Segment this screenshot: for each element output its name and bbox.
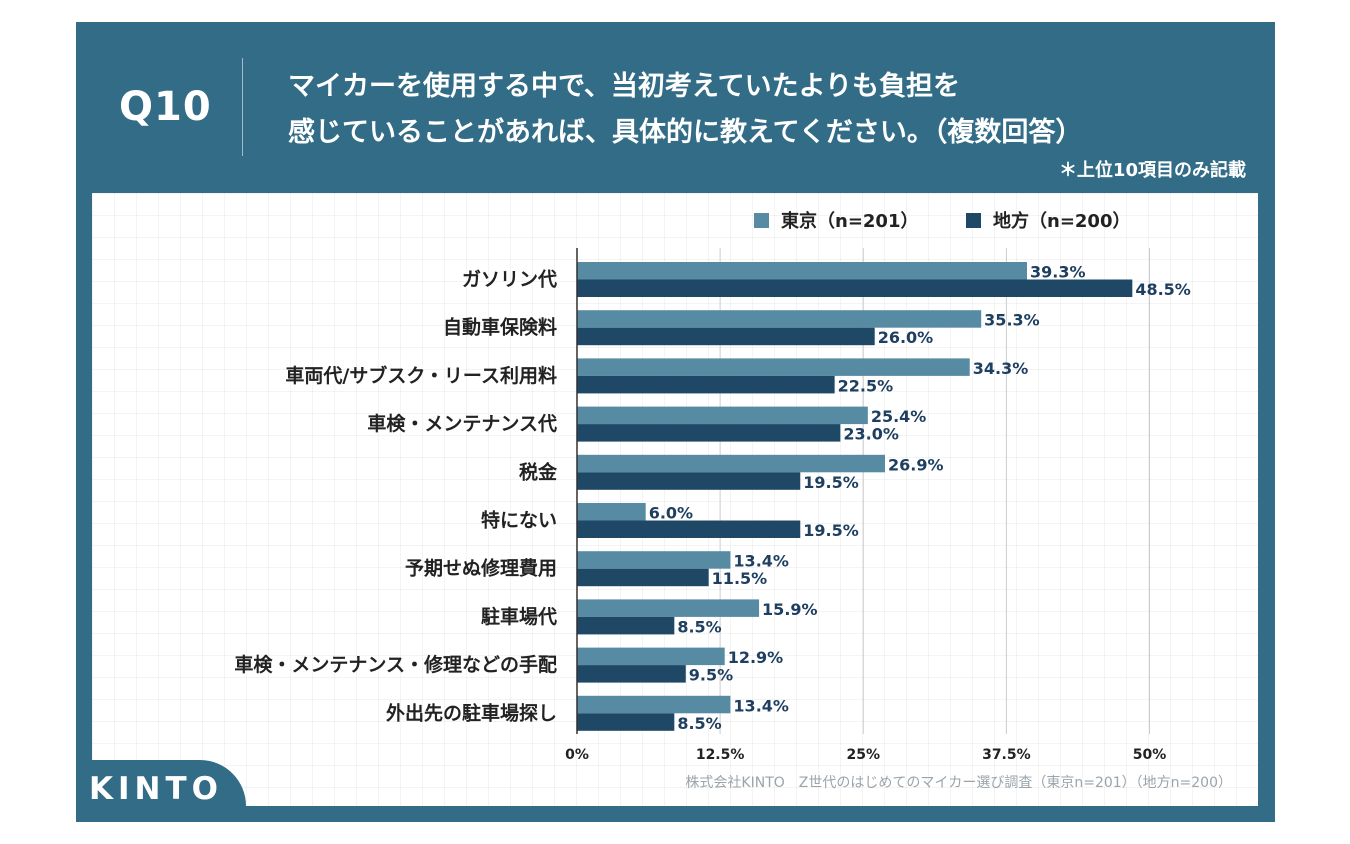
question-note: ＊上位10項目のみ記載	[1058, 160, 1246, 181]
bar-tokyo	[577, 503, 646, 521]
value-label-chiho: 23.0%	[843, 425, 899, 444]
legend-item-tokyo: 東京（n=201）	[754, 206, 918, 234]
x-tick-label: 37.5%	[982, 747, 1031, 763]
question-title: マイカーを使用する中で、当初考えていたよりも負担を 感じていることがあれば、具体…	[288, 64, 1208, 156]
value-label-chiho: 26.0%	[878, 328, 934, 347]
category-label: 車検・メンテナンス・修理などの手配	[234, 653, 557, 676]
bar-chiho	[577, 520, 801, 538]
value-label-chiho: 19.5%	[803, 473, 859, 492]
category-label: 特にない	[481, 510, 557, 532]
x-tick-label: 25%	[846, 747, 880, 763]
category-label: 駐車場代	[481, 605, 557, 628]
value-label-chiho: 9.5%	[689, 666, 733, 685]
value-label-tokyo: 6.0%	[649, 504, 693, 523]
value-label-tokyo: 13.4%	[733, 696, 789, 715]
bar-tokyo	[577, 358, 970, 376]
bar-chiho	[577, 327, 875, 346]
x-tick-label: 50%	[1133, 747, 1167, 763]
x-tick-label: 0%	[565, 747, 589, 763]
bar-tokyo	[577, 647, 725, 666]
bar-tokyo	[577, 695, 731, 714]
value-label-tokyo: 34.3%	[973, 359, 1029, 378]
category-label: 車両代/サブスク・リース利用料	[285, 364, 557, 387]
legend-item-chiho: 地方（n=200）	[966, 206, 1130, 234]
source-note: 株式会社KINTO Z世代のはじめてのマイカー選び調査（東京n=201）（地方n…	[685, 775, 1232, 791]
bar-tokyo	[577, 551, 731, 569]
question-title-line1: マイカーを使用する中で、当初考えていたよりも負担を	[288, 71, 961, 102]
bar-tokyo	[577, 599, 760, 617]
bar-chiho	[577, 375, 835, 394]
value-label-chiho: 19.5%	[803, 521, 859, 540]
bar-chiho	[577, 616, 675, 635]
category-label: ガソリン代	[462, 269, 557, 291]
category-label: 車検・メンテナンス代	[367, 412, 557, 435]
value-label-tokyo: 13.4%	[733, 552, 789, 571]
bar-chiho	[577, 713, 675, 731]
bar-chiho	[577, 424, 841, 442]
value-label-tokyo: 35.3%	[984, 311, 1040, 330]
legend-label-chiho: 地方（n=200）	[993, 211, 1131, 232]
category-label: 外出先の駐車場探し	[386, 701, 557, 724]
value-label-chiho: 8.5%	[677, 617, 721, 636]
kinto-logo: KINTO	[89, 771, 223, 807]
bar-tokyo	[577, 406, 868, 425]
value-label-tokyo: 39.3%	[1030, 263, 1086, 282]
value-label-tokyo: 15.9%	[762, 600, 818, 619]
bar-chiho	[577, 279, 1133, 297]
value-label-chiho: 8.5%	[677, 714, 721, 733]
bar-chiho	[577, 568, 709, 587]
bar-chiho	[577, 665, 686, 683]
x-tick-label: 12.5%	[696, 747, 745, 763]
category-label: 税金	[519, 460, 558, 483]
value-label-tokyo: 25.4%	[871, 407, 927, 426]
legend-swatch-tokyo	[754, 212, 769, 228]
question-title-line2: 感じていることがあれば、具体的に教えてください。（複数回答）	[288, 117, 1083, 148]
legend-label-tokyo: 東京（n=201）	[781, 211, 919, 232]
bar-chiho	[577, 472, 801, 490]
value-label-chiho: 48.5%	[1135, 280, 1191, 299]
bar-tokyo	[577, 310, 982, 328]
bar-tokyo	[577, 262, 1027, 280]
question-number: Q10	[119, 84, 212, 130]
value-label-tokyo: 26.9%	[888, 455, 944, 474]
value-label-chiho: 11.5%	[712, 569, 768, 588]
legend-swatch-chiho	[966, 212, 981, 228]
logo-tab	[76, 760, 246, 822]
header-divider	[242, 58, 243, 156]
value-label-tokyo: 12.9%	[728, 648, 784, 667]
value-label-chiho: 22.5%	[838, 376, 894, 395]
bar-tokyo	[577, 454, 886, 473]
category-label: 予期せぬ修理費用	[405, 557, 557, 580]
category-label: 自動車保険料	[443, 316, 557, 339]
